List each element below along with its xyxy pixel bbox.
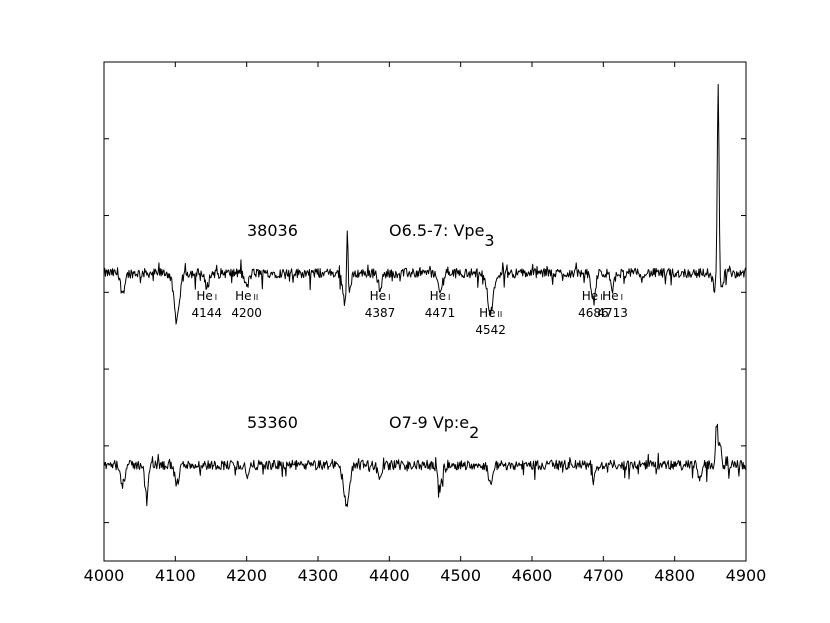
x-tick-label: 4800	[654, 566, 695, 585]
line-ion-label: He I	[196, 289, 217, 303]
line-ion-label: He II	[479, 306, 502, 320]
x-tick-label: 4500	[440, 566, 481, 585]
ion-stage: I	[621, 293, 623, 302]
line-ion-label: He I	[430, 289, 451, 303]
ion-stage: II	[254, 293, 259, 302]
spectrum-line-38036	[103, 83, 747, 325]
ion-stage: II	[600, 293, 605, 302]
spectra-layer	[103, 83, 747, 508]
x-tick-label: 4400	[369, 566, 410, 585]
line-ion-label: He I	[602, 289, 623, 303]
axes: 4000 4100 4200 4300 4400 4500 4600 4700 4800 4900	[84, 61, 767, 585]
line-wavelength-label: 4471	[425, 306, 456, 320]
line-ion-label: He II	[235, 289, 258, 303]
line-wavelength-label: 4542	[475, 323, 506, 337]
x-tick-label: 4900	[726, 566, 767, 585]
spectrum-line-53360	[103, 423, 747, 508]
star-labels: 38036 O6.5-7: Vpe3 53360 O7-9 Vp:e2	[247, 221, 495, 441]
ion-stage: I	[448, 293, 450, 302]
ion-stage: I	[388, 293, 390, 302]
line-wavelength-label: 4713	[597, 306, 628, 320]
x-tick-label: 4700	[583, 566, 624, 585]
x-tick-label: 4000	[84, 566, 125, 585]
star-id-label: 53360	[247, 413, 298, 432]
spectral-type-label: O6.5-7: Vpe3	[389, 221, 495, 250]
spectral-type-label: O7-9 Vp:e2	[389, 413, 479, 442]
line-wavelength-label: 4200	[231, 306, 262, 320]
line-wavelength-label: 4387	[365, 306, 396, 320]
x-tick-label: 4300	[298, 566, 339, 585]
star-id-label: 38036	[247, 221, 298, 240]
spectral-type-subscript: 3	[484, 231, 494, 250]
line-wavelength-label: 4686	[578, 306, 609, 320]
x-tick-label: 4200	[226, 566, 267, 585]
spectral-type-subscript: 2	[469, 423, 479, 442]
line-wavelength-label: 4144	[191, 306, 222, 320]
ion-stage: I	[215, 293, 217, 302]
x-tick-label: 4600	[512, 566, 553, 585]
x-tick-label: 4100	[155, 566, 196, 585]
ion-stage: II	[497, 310, 502, 319]
plot-frame	[103, 61, 747, 562]
line-ion-label: He I	[370, 289, 391, 303]
